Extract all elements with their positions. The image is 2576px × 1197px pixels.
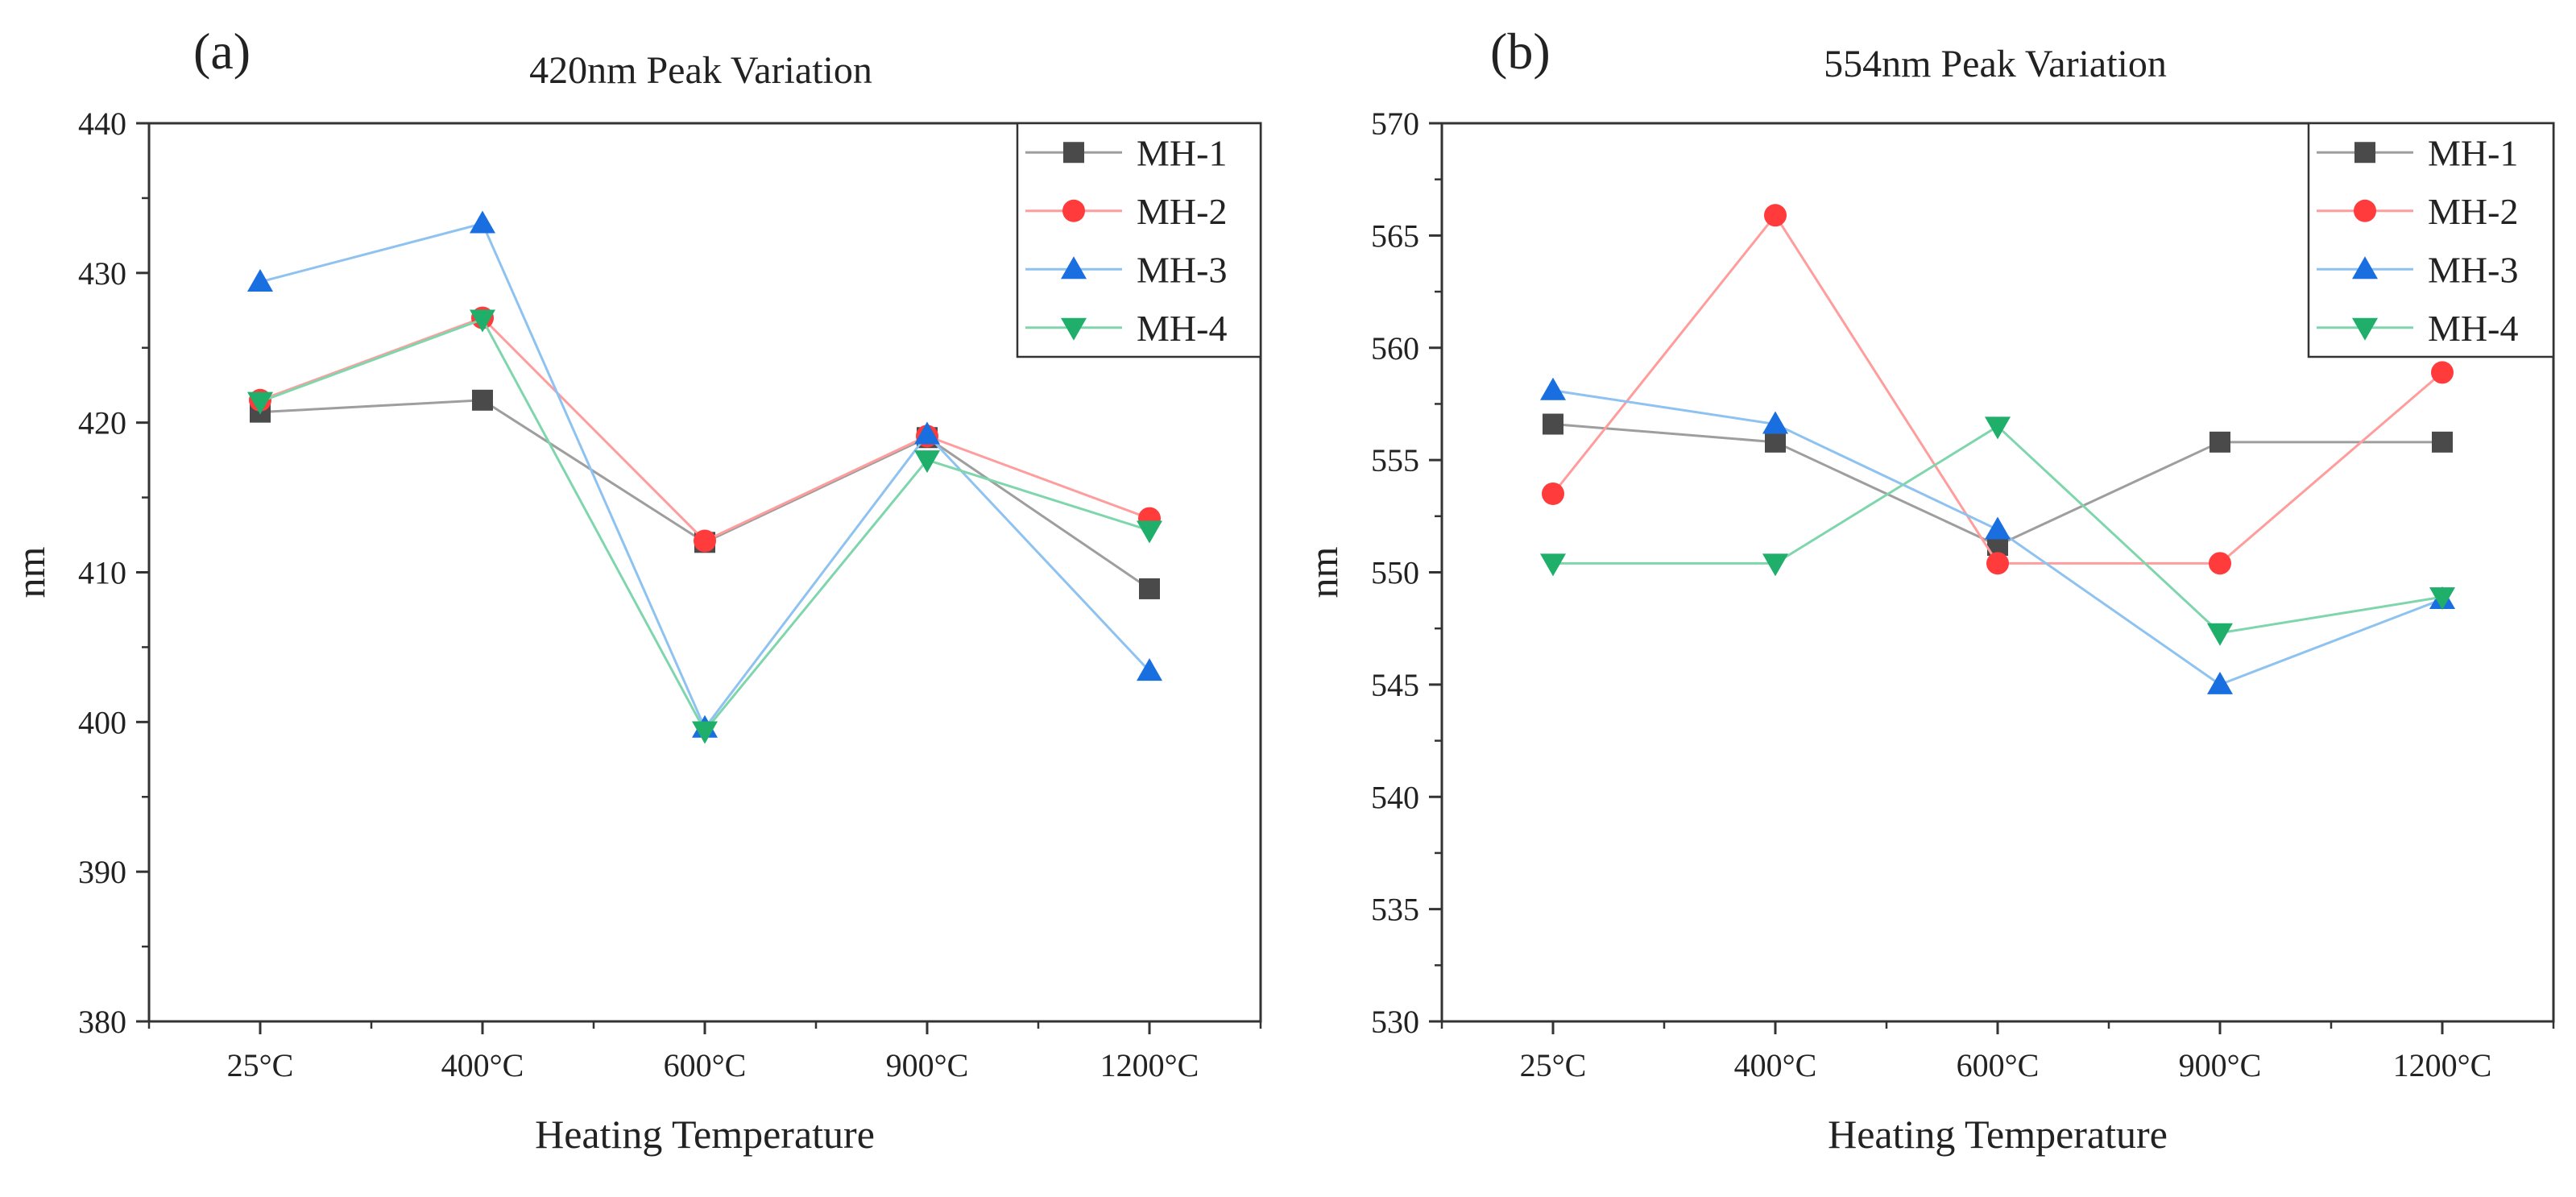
legend-label: MH-1	[1137, 132, 1227, 173]
data-point	[2209, 552, 2231, 575]
legend-marker	[1062, 199, 1085, 222]
y-tick-label: 545	[1371, 667, 1419, 703]
x-axis-label: Heating Temperature	[535, 1112, 875, 1157]
data-point	[472, 389, 493, 411]
y-tick-label: 565	[1371, 217, 1419, 254]
y-tick-label: 570	[1371, 106, 1419, 142]
x-tick-label: 25°C	[1520, 1047, 1587, 1083]
data-point	[2429, 587, 2455, 611]
x-tick-label: 600°C	[664, 1047, 747, 1083]
y-tick-label: 410	[78, 555, 126, 591]
legend-label: MH-2	[2428, 191, 2518, 232]
y-axis-label: nm	[1301, 546, 1346, 598]
x-tick-label: 400°C	[1734, 1047, 1817, 1083]
data-point	[1765, 431, 1786, 453]
data-point	[470, 210, 495, 234]
chart-title: 554nm Peak Variation	[1824, 43, 2167, 85]
data-point	[1543, 413, 1563, 435]
legend-label: MH-4	[1137, 308, 1227, 349]
panel-label: (b)	[1490, 23, 1551, 80]
y-axis-label: nm	[8, 546, 53, 598]
data-point	[247, 391, 273, 415]
series-mh-2	[1542, 204, 2454, 575]
legend-box	[2307, 122, 2555, 358]
data-point	[2209, 431, 2230, 453]
data-point	[1540, 553, 1566, 577]
data-point	[470, 309, 495, 333]
y-tick-label: 550	[1371, 555, 1419, 591]
data-point	[694, 529, 716, 553]
legend-label: MH-3	[2428, 249, 2518, 290]
x-tick-label: 1200°C	[1100, 1047, 1199, 1083]
data-point	[2207, 671, 2233, 694]
data-point	[692, 721, 718, 744]
legend: MH-1 MH-2 MH-3 MH-4	[1016, 122, 1262, 358]
data-point	[1985, 416, 2011, 440]
y-tick-label: 420	[78, 405, 126, 441]
y-tick-label: 430	[78, 255, 126, 292]
x-tick-label: 600°C	[1957, 1047, 2040, 1083]
data-point	[914, 450, 940, 474]
chart-panel-b: (b) 554nm Peak Variation 530 535 540 545 550 55…	[1301, 23, 2555, 1157]
y-tick-label: 440	[78, 106, 126, 142]
legend-label: MH-3	[1137, 249, 1227, 290]
y-tick-label: 555	[1371, 442, 1419, 478]
y-tick-label: 560	[1371, 330, 1419, 367]
series-line	[259, 222, 1151, 731]
series-line	[259, 317, 1150, 734]
legend-marker	[2354, 142, 2375, 164]
data-point	[1762, 411, 1788, 434]
legend: MH-1 MH-2 MH-3 MH-4	[2307, 122, 2555, 358]
legend-marker	[1063, 142, 1084, 164]
x-tick-label: 900°C	[2179, 1047, 2262, 1083]
x-tick-label: 1200°C	[2393, 1047, 2492, 1083]
x-tick-label: 25°C	[227, 1047, 294, 1083]
data-point	[1540, 377, 1566, 400]
y-tick-label: 380	[78, 1004, 126, 1040]
x-axis-label: Heating Temperature	[1828, 1112, 2168, 1157]
data-point	[2207, 623, 2233, 646]
data-point	[1139, 578, 1160, 599]
data-point	[1764, 204, 1787, 227]
series-line	[259, 399, 1150, 590]
legend-marker	[1061, 256, 1087, 280]
legend-label: MH-2	[1137, 191, 1227, 232]
x-tick-label: 900°C	[886, 1047, 969, 1083]
data-point	[1542, 482, 1564, 505]
data-point	[1137, 658, 1162, 681]
legend-marker	[2354, 199, 2376, 222]
x-tick-label: 400°C	[441, 1047, 524, 1083]
data-point	[914, 421, 940, 445]
legend-marker	[2352, 317, 2378, 341]
y-tick-label: 390	[78, 854, 126, 890]
legend-marker	[1061, 317, 1087, 341]
data-point	[2431, 361, 2454, 384]
y-tick-label: 540	[1371, 779, 1419, 815]
legend-marker	[2352, 256, 2378, 280]
y-tick-label: 400	[78, 704, 126, 740]
data-point	[1985, 516, 2011, 540]
panel-label: (a)	[193, 23, 251, 80]
legend-label: MH-1	[2428, 132, 2518, 173]
data-point	[1986, 552, 2009, 575]
chart-title: 420nm Peak Variation	[529, 49, 872, 92]
series-mh-4	[1540, 416, 2455, 646]
data-point	[1137, 520, 1162, 544]
y-tick-label: 535	[1371, 892, 1419, 928]
series-mh-3	[1540, 377, 2455, 694]
y-tick-label: 530	[1371, 1004, 1419, 1040]
series-mh-4	[247, 309, 1162, 744]
data-point	[247, 268, 273, 292]
data-point	[1762, 553, 1788, 577]
chart-panel-a: (a) 420nm Peak Variation 380 390 400 410 420 43…	[8, 23, 1262, 1157]
data-point	[2432, 431, 2453, 453]
legend-box	[1016, 122, 1262, 358]
series-mh-1	[250, 389, 1160, 599]
legend-label: MH-4	[2428, 308, 2518, 349]
